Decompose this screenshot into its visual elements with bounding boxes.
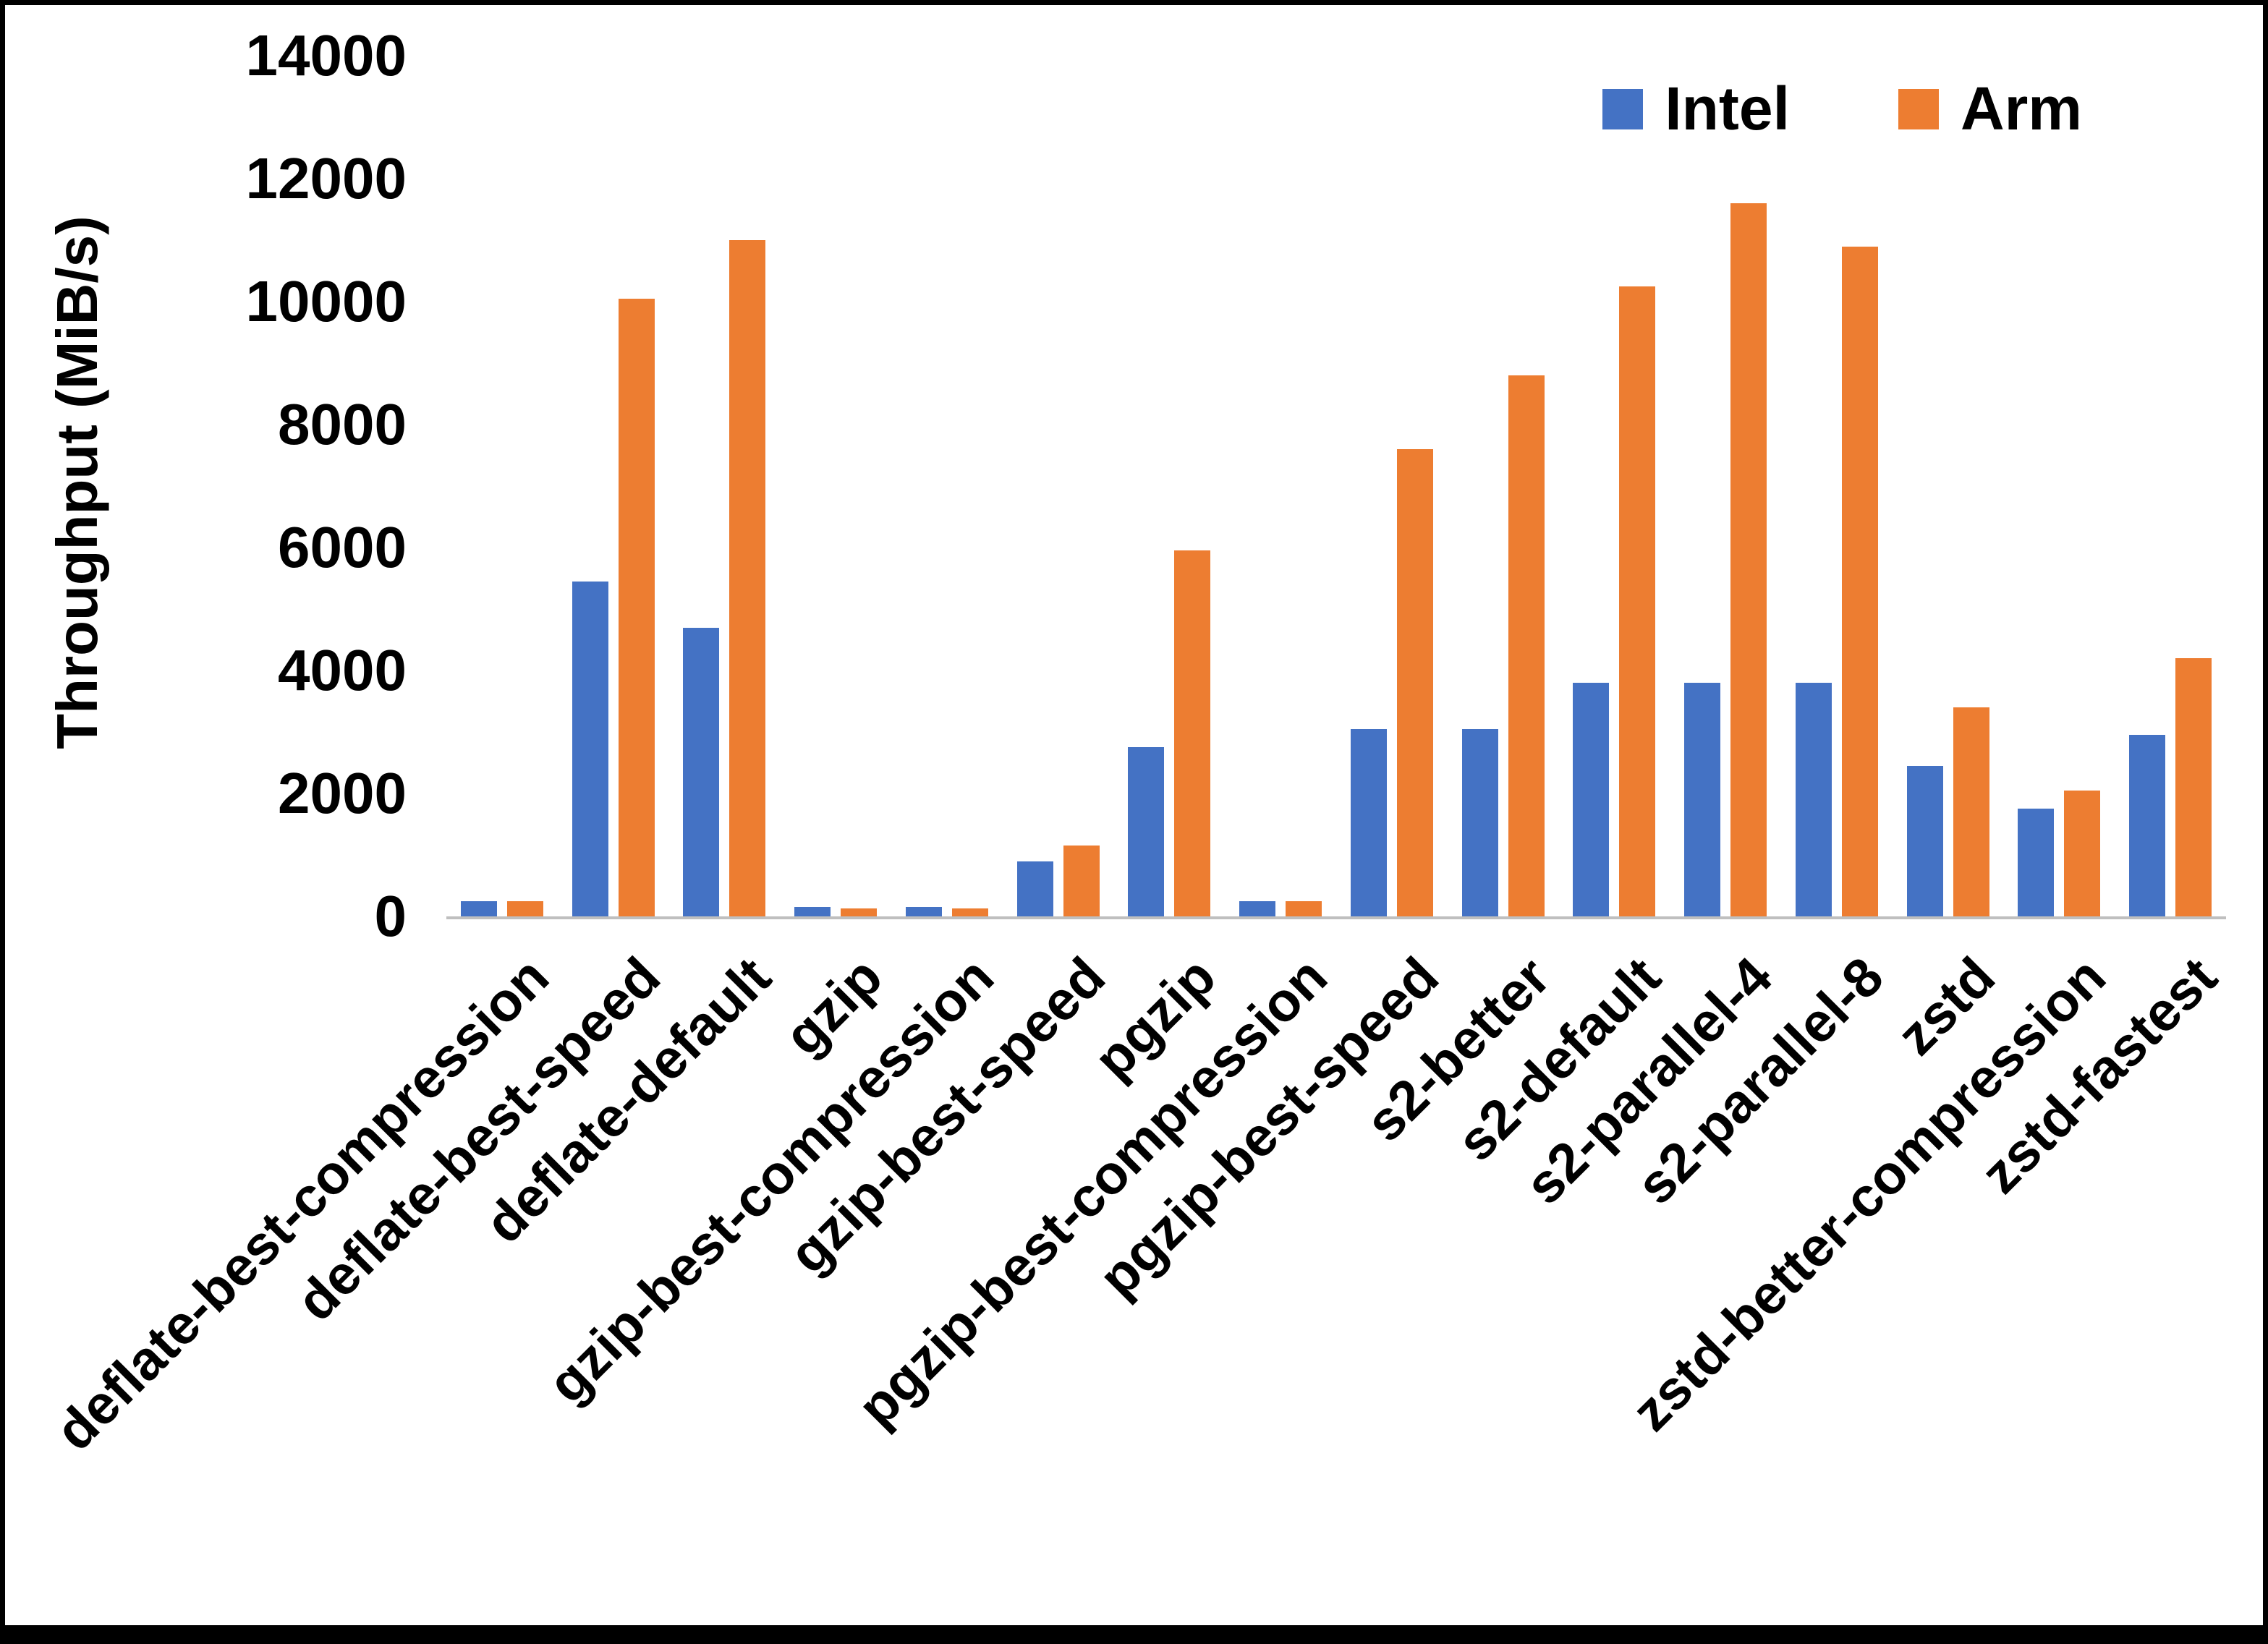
y-tick-label-10000: 10000 — [245, 269, 407, 333]
y-tick-label-12000: 12000 — [245, 146, 407, 210]
x-axis-labels: deflate-best-compression deflate-best-spe… — [44, 945, 2229, 1596]
y-tick-label-14000: 14000 — [245, 23, 407, 88]
bar-arm-zstd-better-compression — [2064, 790, 2101, 916]
bar-arm-pgzip-best-speed — [1396, 449, 1433, 916]
bar-arm-pgzip-best-compression — [1286, 900, 1322, 916]
bar-arm-gzip-best-compression — [951, 908, 988, 916]
bar-intel-s2-parallel-4 — [1684, 683, 1721, 916]
bar-intel-gzip-best-compression — [905, 907, 942, 916]
bar-intel-deflate-best-speed — [572, 581, 608, 916]
y-tick-label-6000: 6000 — [278, 515, 407, 579]
bar-arm-pgzip — [1174, 550, 1211, 916]
legend-swatch-arm — [1898, 88, 1939, 129]
bar-intel-pgzip-best-speed — [1350, 728, 1387, 916]
y-axis-ticks: 0 2000 4000 6000 8000 10000 12000 14000 — [5, 23, 407, 948]
plot-area — [446, 56, 2226, 919]
bar-arm-s2-better — [1508, 375, 1545, 916]
bar-arm-s2-parallel-4 — [1730, 203, 1767, 916]
y-tick-label-2000: 2000 — [278, 761, 407, 825]
legend-label-arm: Arm — [1960, 74, 2082, 142]
bar-arm-deflate-best-speed — [618, 298, 655, 916]
bar-intel-s2-better — [1461, 728, 1498, 916]
bar-intel-zstd — [1906, 765, 1943, 916]
bar-arm-gzip-best-speed — [1063, 846, 1100, 916]
legend-swatch-intel — [1602, 88, 1644, 129]
bar-intel-deflate-best-compression — [460, 900, 497, 916]
bar-arm-zstd-fastest — [2175, 658, 2212, 916]
bar-intel-zstd-better-compression — [2018, 809, 2055, 916]
bar-intel-zstd-fastest — [2129, 735, 2166, 916]
bar-intel-gzip-best-speed — [1016, 861, 1053, 916]
bar-intel-pgzip — [1128, 747, 1165, 916]
legend-item-intel: Intel — [1602, 74, 1790, 144]
bar-arm-gzip — [841, 908, 878, 916]
bar-arm-s2-parallel-8 — [1841, 246, 1878, 916]
legend: Intel Arm — [1602, 74, 2082, 144]
legend-item-arm: Arm — [1898, 74, 2082, 144]
bar-intel-gzip — [794, 907, 831, 916]
y-tick-label-4000: 4000 — [278, 638, 407, 702]
bar-intel-pgzip-best-compression — [1239, 900, 1276, 916]
y-tick-label-0: 0 — [374, 884, 407, 948]
bar-intel-s2-default — [1573, 683, 1610, 916]
legend-label-intel: Intel — [1665, 74, 1790, 142]
y-tick-label-8000: 8000 — [278, 392, 407, 456]
bar-arm-s2-default — [1619, 286, 1656, 916]
bar-arm-zstd — [1953, 707, 1989, 916]
bar-intel-s2-parallel-8 — [1795, 683, 1832, 916]
bar-intel-deflate-default — [683, 627, 720, 916]
bar-arm-deflate-best-compression — [506, 900, 543, 916]
bar-arm-deflate-default — [729, 240, 766, 916]
